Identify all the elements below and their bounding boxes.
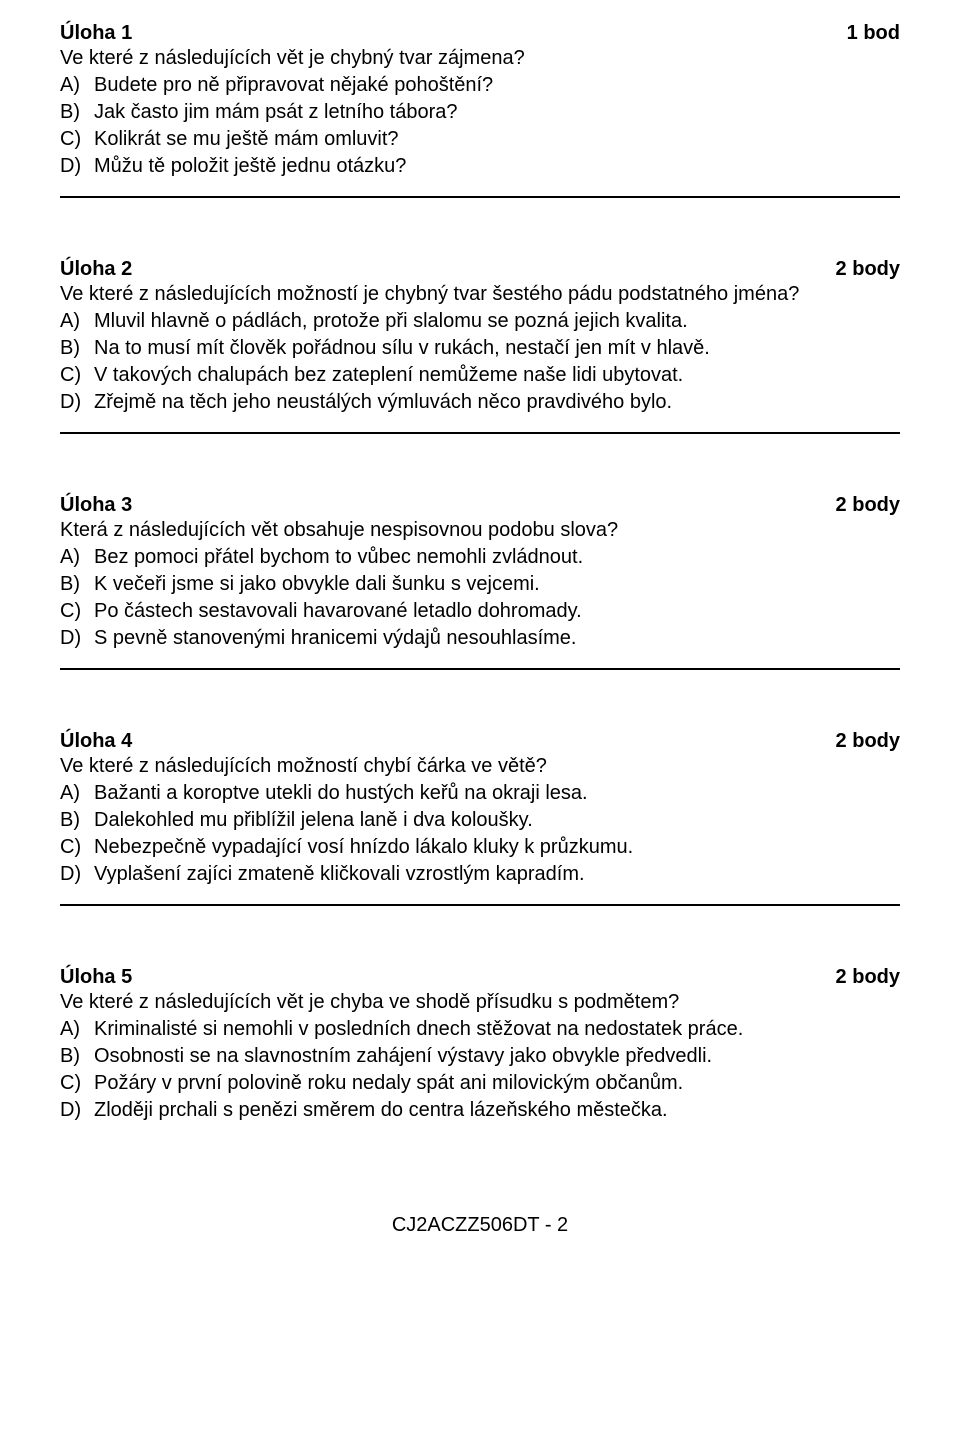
task-title: Úloha 4 [60, 730, 132, 753]
option-text: K večeři jsme si jako obvykle dali šunku… [94, 571, 900, 598]
task-option: D) Vyplašení zajíci zmateně kličkovali v… [60, 861, 900, 888]
option-letter: D) [60, 153, 94, 180]
option-letter: B) [60, 335, 94, 362]
task-header: Úloha 1 1 bod [60, 22, 900, 45]
task-header: Úloha 2 2 body [60, 258, 900, 281]
option-letter: B) [60, 1043, 94, 1070]
option-text: Osobnosti se na slavnostním zahájení výs… [94, 1043, 900, 1070]
option-text: Na to musí mít člověk pořádnou sílu v ru… [94, 335, 900, 362]
task-option: B) Jak často jim mám psát z letního tábo… [60, 99, 900, 126]
task-header: Úloha 5 2 body [60, 966, 900, 989]
task-points: 2 body [836, 258, 900, 281]
option-text: Nebezpečně vypadající vosí hnízdo lákalo… [94, 834, 900, 861]
task-block: Úloha 2 2 body Ve které z následujících … [60, 258, 900, 434]
option-text: Dalekohled mu přiblížil jelena laně i dv… [94, 807, 900, 834]
option-text: Vyplašení zajíci zmateně kličkovali vzro… [94, 861, 900, 888]
task-question: Ve které z následujících vět je chyba ve… [60, 991, 900, 1014]
task-option: D) Zřejmě na těch jeho neustálých výmluv… [60, 389, 900, 416]
task-option: A) Kriminalisté si nemohli v posledních … [60, 1016, 900, 1043]
option-text: Jak často jim mám psát z letního tábora? [94, 99, 900, 126]
task-block: Úloha 3 2 body Která z následujících vět… [60, 494, 900, 670]
option-letter: D) [60, 389, 94, 416]
task-options: A) Kriminalisté si nemohli v posledních … [60, 1016, 900, 1124]
task-option: C) Požáry v první polovině roku nedaly s… [60, 1070, 900, 1097]
task-points: 2 body [836, 966, 900, 989]
task-question: Ve které z následujících možností je chy… [60, 283, 900, 306]
task-title: Úloha 5 [60, 966, 132, 989]
option-letter: C) [60, 362, 94, 389]
option-letter: A) [60, 72, 94, 99]
option-text: S pevně stanovenými hranicemi výdajů nes… [94, 625, 900, 652]
option-letter: A) [60, 308, 94, 335]
option-text: Zřejmě na těch jeho neustálých výmluvách… [94, 389, 900, 416]
task-question: Ve které z následujících možností chybí … [60, 755, 900, 778]
task-option: A) Mluvil hlavně o pádlách, protože při … [60, 308, 900, 335]
option-text: Bažanti a koroptve utekli do hustých keř… [94, 780, 900, 807]
task-divider [60, 668, 900, 670]
task-options: A) Bažanti a koroptve utekli do hustých … [60, 780, 900, 888]
task-divider [60, 904, 900, 906]
option-letter: A) [60, 1016, 94, 1043]
option-text: Zloději prchali s penězi směrem do centr… [94, 1097, 900, 1124]
task-option: A) Budete pro ně připravovat nějaké poho… [60, 72, 900, 99]
option-letter: B) [60, 571, 94, 598]
task-options: A) Bez pomoci přátel bychom to vůbec nem… [60, 544, 900, 652]
option-letter: C) [60, 834, 94, 861]
task-header: Úloha 4 2 body [60, 730, 900, 753]
task-options: A) Mluvil hlavně o pádlách, protože při … [60, 308, 900, 416]
option-letter: D) [60, 861, 94, 888]
option-text: Bez pomoci přátel bychom to vůbec nemohl… [94, 544, 900, 571]
option-letter: A) [60, 780, 94, 807]
task-divider [60, 432, 900, 434]
task-points: 1 bod [847, 22, 900, 45]
option-text: Mluvil hlavně o pádlách, protože při sla… [94, 308, 900, 335]
option-letter: C) [60, 1070, 94, 1097]
task-question: Která z následujících vět obsahuje nespi… [60, 519, 900, 542]
option-letter: C) [60, 126, 94, 153]
task-option: A) Bez pomoci přátel bychom to vůbec nem… [60, 544, 900, 571]
task-option: B) Dalekohled mu přiblížil jelena laně i… [60, 807, 900, 834]
task-divider [60, 196, 900, 198]
option-text: Kriminalisté si nemohli v posledních dne… [94, 1016, 900, 1043]
task-option: C) V takových chalupách bez zateplení ne… [60, 362, 900, 389]
option-text: Můžu tě položit ještě jednu otázku? [94, 153, 900, 180]
task-title: Úloha 2 [60, 258, 132, 281]
task-option: D) S pevně stanovenými hranicemi výdajů … [60, 625, 900, 652]
task-question: Ve které z následujících vět je chybný t… [60, 47, 900, 70]
task-block: Úloha 5 2 body Ve které z následujících … [60, 966, 900, 1124]
option-letter: B) [60, 99, 94, 126]
task-option: C) Kolikrát se mu ještě mám omluvit? [60, 126, 900, 153]
task-points: 2 body [836, 730, 900, 753]
task-option: B) Na to musí mít člověk pořádnou sílu v… [60, 335, 900, 362]
option-letter: C) [60, 598, 94, 625]
option-letter: A) [60, 544, 94, 571]
page-footer: CJ2ACZZ506DT - 2 [60, 1214, 900, 1237]
option-text: Kolikrát se mu ještě mám omluvit? [94, 126, 900, 153]
option-letter: D) [60, 1097, 94, 1124]
task-option: D) Můžu tě položit ještě jednu otázku? [60, 153, 900, 180]
task-header: Úloha 3 2 body [60, 494, 900, 517]
task-option: B) K večeři jsme si jako obvykle dali šu… [60, 571, 900, 598]
task-block: Úloha 1 1 bod Ve které z následujících v… [60, 22, 900, 198]
option-text: Požáry v první polovině roku nedaly spát… [94, 1070, 900, 1097]
option-letter: B) [60, 807, 94, 834]
task-option: B) Osobnosti se na slavnostním zahájení … [60, 1043, 900, 1070]
task-option: A) Bažanti a koroptve utekli do hustých … [60, 780, 900, 807]
option-text: Budete pro ně připravovat nějaké pohoště… [94, 72, 900, 99]
option-text: Po částech sestavovali havarované letadl… [94, 598, 900, 625]
task-option: C) Po částech sestavovali havarované let… [60, 598, 900, 625]
task-title: Úloha 1 [60, 22, 132, 45]
task-option: C) Nebezpečně vypadající vosí hnízdo lák… [60, 834, 900, 861]
option-letter: D) [60, 625, 94, 652]
task-option: D) Zloději prchali s penězi směrem do ce… [60, 1097, 900, 1124]
task-options: A) Budete pro ně připravovat nějaké poho… [60, 72, 900, 180]
task-points: 2 body [836, 494, 900, 517]
task-block: Úloha 4 2 body Ve které z následujících … [60, 730, 900, 906]
option-text: V takových chalupách bez zateplení nemůž… [94, 362, 900, 389]
task-title: Úloha 3 [60, 494, 132, 517]
